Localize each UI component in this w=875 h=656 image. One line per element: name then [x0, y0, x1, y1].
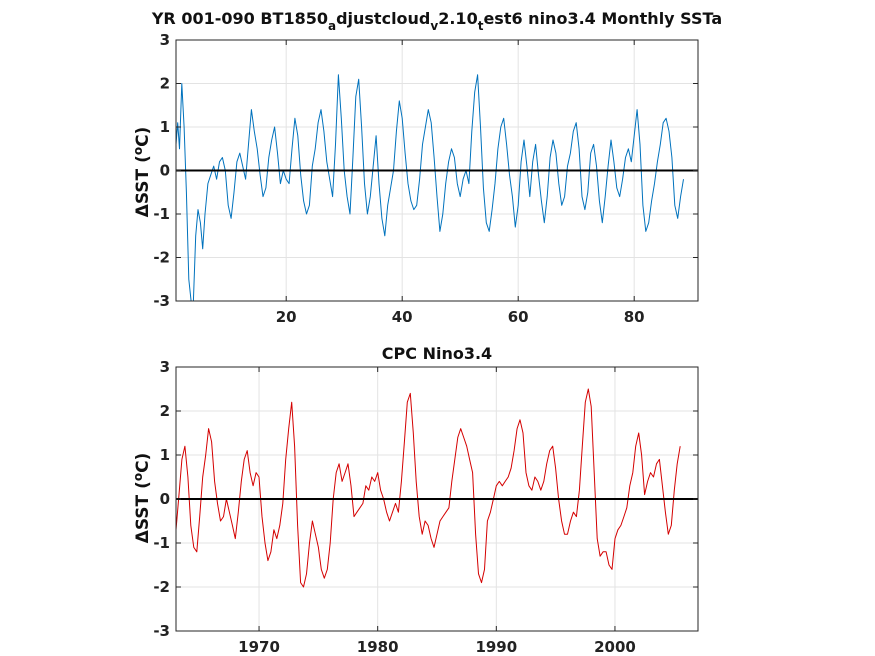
x-tick-label: 1980 — [357, 638, 399, 656]
y-tick-label: 0 — [160, 162, 170, 180]
x-tick-label: 1970 — [238, 638, 280, 656]
y-tick-label: -3 — [153, 292, 170, 310]
y-tick-label: -1 — [153, 205, 170, 223]
x-tick-label: 20 — [276, 308, 297, 326]
y-tick-label: 1 — [160, 118, 170, 136]
x-tick-label: 1990 — [475, 638, 517, 656]
y-tick-label: 2 — [160, 402, 170, 420]
y-axis-label-cpc: ΔSST (oC) — [131, 453, 153, 544]
chart-title-model: YR 001-090 BT1850adjustcloudv2.10test6 n… — [151, 9, 722, 33]
y-tick-label: -3 — [153, 622, 170, 640]
y-tick-label: 3 — [160, 31, 170, 49]
chart-panel-cpc-nino34: CPC Nino3.4 ΔSST (oC) 1970 1980 1990 2000 -3… — [131, 344, 699, 656]
x-tick-label: 60 — [508, 308, 529, 326]
chart-panel-nino34-model: YR 001-090 BT1850adjustcloudv2.10test6 n… — [131, 9, 722, 326]
x-tick-label: 80 — [624, 308, 645, 326]
x-tick-label: 40 — [392, 308, 413, 326]
y-tick-label: 2 — [160, 75, 170, 93]
y-tick-label: -1 — [153, 534, 170, 552]
y-tick-label: -2 — [153, 578, 170, 596]
x-tick-label: 2000 — [594, 638, 636, 656]
y-tick-label: 0 — [160, 490, 170, 508]
sst-anomaly-series-line — [176, 74, 684, 301]
y-tick-label: -2 — [153, 249, 170, 267]
y-tick-label: 3 — [160, 358, 170, 376]
y-tick-label: 1 — [160, 446, 170, 464]
y-axis-label-model: ΔSST (oC) — [131, 127, 153, 218]
chart-title-cpc: CPC Nino3.4 — [382, 344, 492, 363]
sst-anomaly-series-line — [176, 388, 681, 588]
